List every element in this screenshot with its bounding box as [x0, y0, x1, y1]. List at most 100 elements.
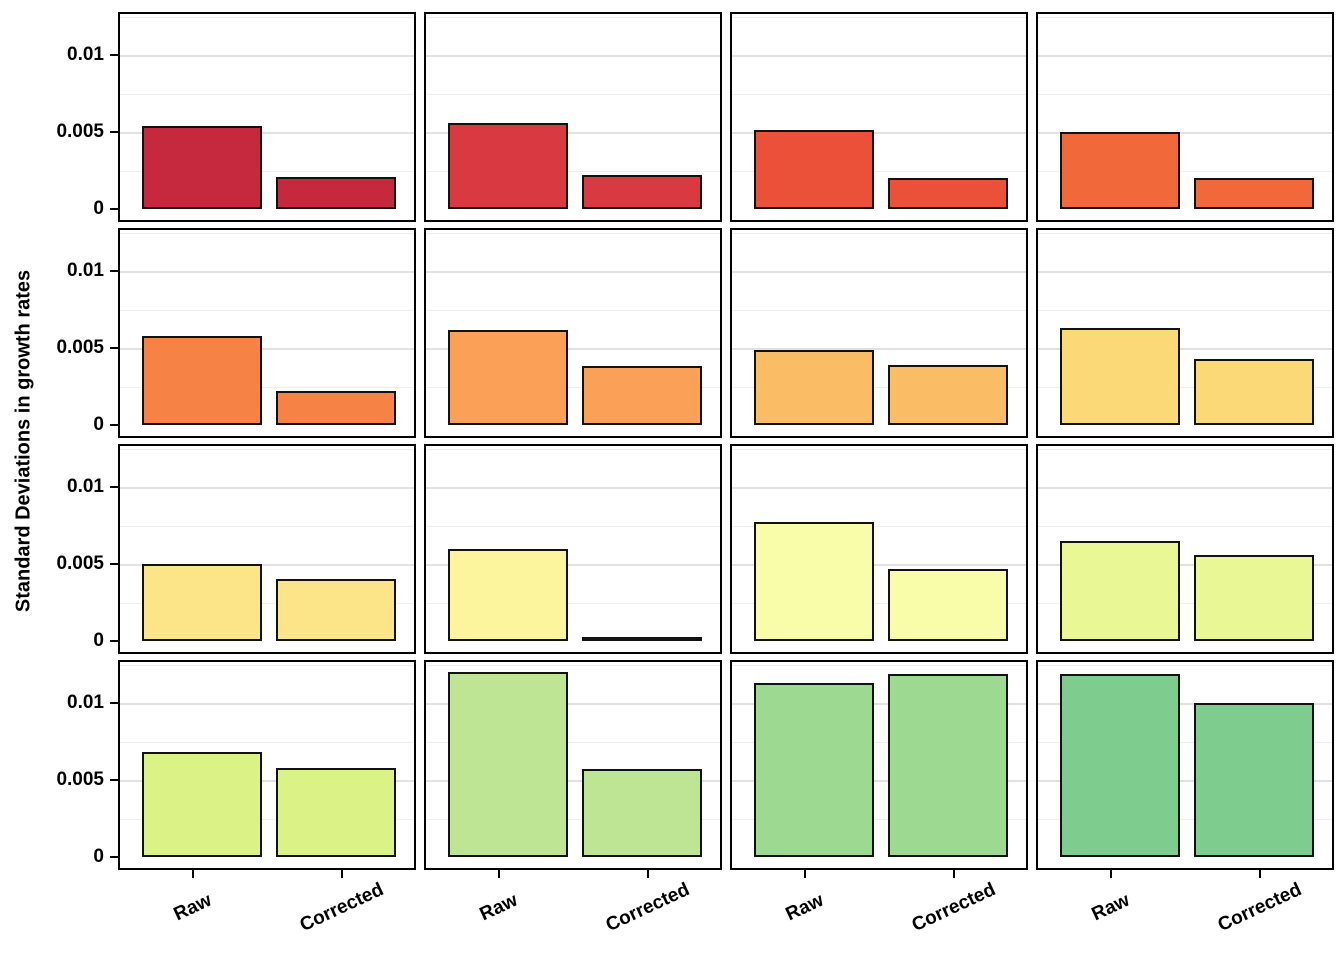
gridline [426, 602, 720, 604]
y-tick-label: 0 [93, 198, 104, 219]
gridline [1038, 780, 1332, 782]
facet-panel-r4c3 [730, 660, 1028, 870]
gridline [1038, 132, 1332, 134]
gridline [1038, 170, 1332, 172]
gridline [426, 487, 720, 489]
gridline [426, 232, 720, 234]
gridline [732, 487, 1026, 489]
gridline [120, 525, 414, 527]
gridline [426, 132, 720, 134]
gridline [1038, 818, 1332, 820]
gridline [1038, 448, 1332, 450]
y-tick-label: 0.005 [56, 121, 104, 142]
y-tick-label: 0 [93, 414, 104, 435]
gridline [120, 564, 414, 566]
gridline [426, 309, 720, 311]
gridline [1038, 55, 1332, 57]
x-tick-label-raw: Raw [170, 889, 215, 926]
y-tick-label: 0.005 [56, 769, 104, 790]
x-tick-label-corrected: Corrected [602, 879, 693, 937]
bar-corrected [582, 637, 702, 641]
gridline [1038, 703, 1332, 705]
gridline [120, 55, 414, 57]
gridline [732, 664, 1026, 666]
gridline [120, 703, 414, 705]
facet-panel-r3c3 [730, 444, 1028, 654]
bar-raw [448, 672, 568, 857]
gridline [120, 132, 414, 134]
y-tick-mark [110, 208, 118, 210]
gridline [120, 93, 414, 95]
gridline [120, 16, 414, 18]
bar-raw [1060, 540, 1180, 641]
x-tick-mark [952, 870, 955, 878]
facet-panel-r4c1 [118, 660, 416, 870]
bar-corrected [276, 176, 396, 209]
gridline [120, 487, 414, 489]
gridline [120, 448, 414, 450]
gridline [732, 271, 1026, 273]
y-tick-mark [110, 347, 118, 349]
gridline [426, 170, 720, 172]
bar-raw [754, 349, 874, 425]
gridline [1038, 525, 1332, 527]
y-tick-label: 0.01 [67, 476, 104, 497]
facet-panel-r1c1 [118, 12, 416, 222]
gridline [732, 348, 1026, 350]
bar-raw [142, 335, 262, 425]
facet-panel-r1c3 [730, 12, 1028, 222]
y-tick-label: 0.01 [67, 692, 104, 713]
y-tick-mark [110, 270, 118, 272]
facet-panel-r3c2 [424, 444, 722, 654]
gridline [1038, 232, 1332, 234]
gridline [732, 386, 1026, 388]
y-tick-label: 0.01 [67, 44, 104, 65]
gridline [1038, 309, 1332, 311]
gridline [120, 602, 414, 604]
gridline [426, 55, 720, 57]
bar-raw [1060, 327, 1180, 425]
gridline [120, 170, 414, 172]
gridline [426, 564, 720, 566]
y-tick-label: 0 [93, 846, 104, 867]
gridline [1038, 664, 1332, 666]
bar-corrected [1194, 703, 1314, 857]
gridline [732, 93, 1026, 95]
gridline [1038, 348, 1332, 350]
gridline [732, 448, 1026, 450]
bar-corrected [888, 673, 1008, 857]
bar-corrected [276, 579, 396, 641]
bar-raw [142, 752, 262, 857]
bar-raw [448, 548, 568, 641]
bar-raw [448, 329, 568, 425]
gridline [732, 525, 1026, 527]
x-tick-label-corrected: Corrected [1214, 879, 1305, 937]
gridline [1038, 386, 1332, 388]
x-tick-mark [497, 870, 500, 878]
bar-raw [754, 130, 874, 209]
bar-corrected [888, 364, 1008, 425]
y-tick-mark [110, 563, 118, 565]
gridline [426, 818, 720, 820]
bar-corrected [582, 366, 702, 425]
y-tick-mark [110, 486, 118, 488]
gridline [120, 780, 414, 782]
gridline [120, 232, 414, 234]
gridline [732, 55, 1026, 57]
gridline [120, 271, 414, 273]
x-tick-mark [646, 870, 649, 878]
gridline [1038, 16, 1332, 18]
x-tick-label-raw: Raw [476, 889, 521, 926]
gridline [1038, 93, 1332, 95]
y-tick-label: 0 [93, 630, 104, 651]
y-tick-label: 0.005 [56, 337, 104, 358]
gridline [426, 741, 720, 743]
gridline [1038, 741, 1332, 743]
facet-panel-r2c4 [1036, 228, 1334, 438]
bar-raw [754, 682, 874, 857]
facet-panel-r3c4 [1036, 444, 1334, 654]
y-tick-label: 0.01 [67, 260, 104, 281]
gridline [732, 703, 1026, 705]
x-tick-mark [340, 870, 343, 878]
